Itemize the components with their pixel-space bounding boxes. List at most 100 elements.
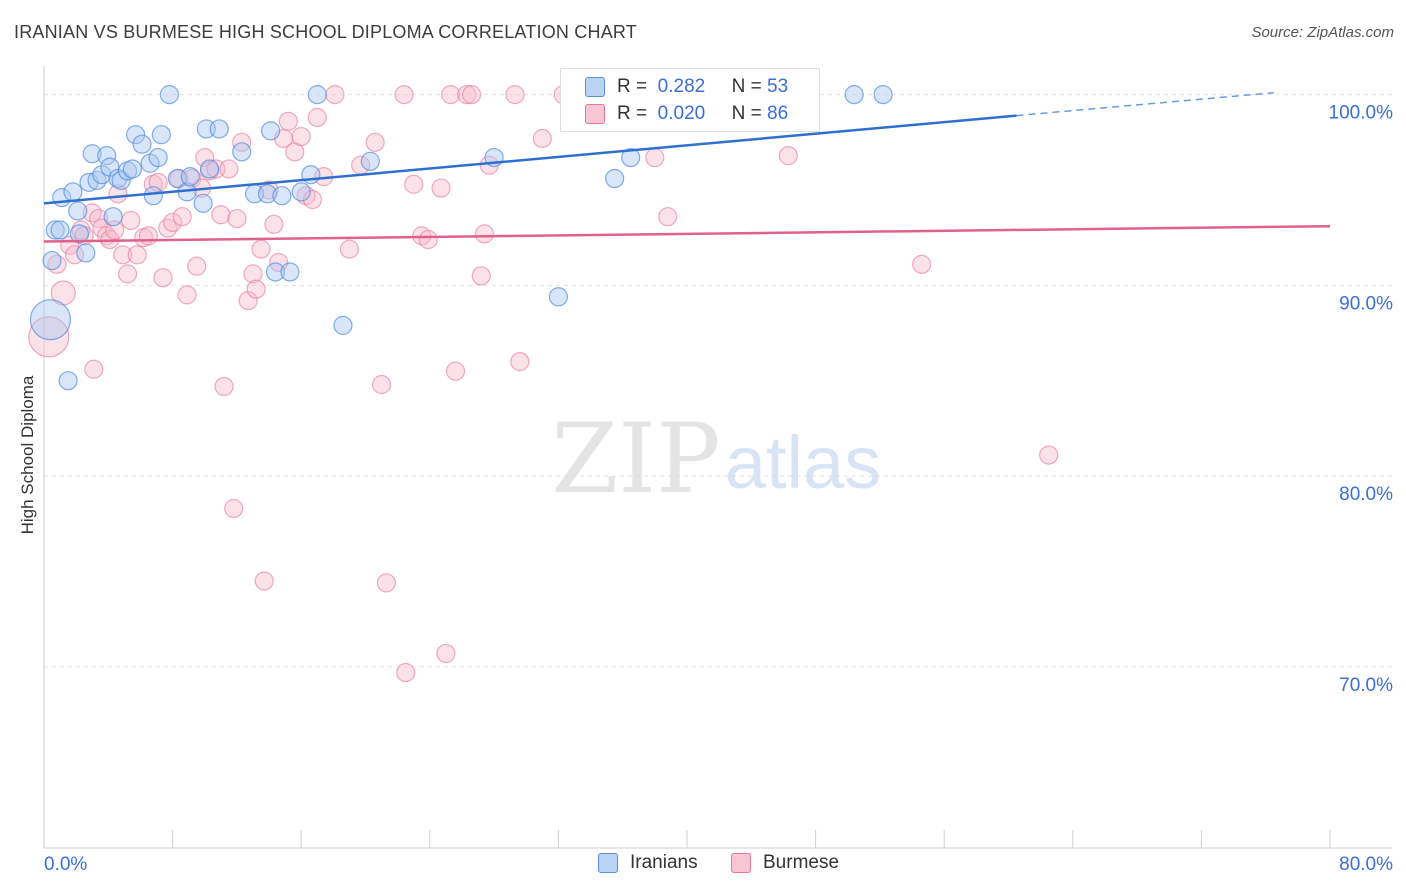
burmese-point	[187, 256, 207, 276]
iranians-point	[265, 262, 286, 282]
burmese-point	[371, 374, 392, 395]
legend-r-value-iranians: 0.282	[657, 76, 706, 97]
burmese-point	[396, 662, 416, 683]
burmese-point	[28, 316, 70, 358]
iranians-point	[108, 168, 128, 189]
burmese-point	[251, 239, 271, 259]
burmese-point	[365, 132, 385, 152]
y-tick-label-100: 100.0%	[1329, 103, 1394, 124]
iranians-point	[257, 184, 278, 204]
legend-item-burmese[interactable]: Burmese	[731, 852, 839, 874]
legend-n-value-burmese: 86	[767, 103, 789, 124]
y-tick-label-80: 80.0%	[1339, 484, 1393, 505]
burmese-point	[254, 571, 274, 591]
tick-labels: 100.0% 90.0% 80.0% 70.0% 0.0% 80.0%	[44, 103, 1393, 875]
burmese-point	[264, 214, 284, 234]
iranians-trendline	[43, 114, 1017, 205]
burmese-point	[505, 85, 525, 105]
iranians-point	[307, 85, 327, 105]
burmese-point	[163, 212, 183, 232]
iranians-point	[103, 207, 123, 227]
iranians-point	[873, 85, 893, 105]
burmese-point	[436, 643, 456, 664]
burmese-point	[441, 85, 461, 105]
burmese-point	[177, 285, 197, 305]
legend-r-value-burmese: 0.020	[657, 103, 706, 124]
iranians-point	[232, 142, 252, 162]
burmese-point	[214, 376, 234, 397]
burmese-point	[658, 207, 678, 227]
iranians-point	[148, 147, 168, 168]
iranians-point	[42, 250, 62, 271]
burmese-point	[445, 361, 466, 381]
iranians-trendline-extension	[1016, 91, 1274, 117]
burmese-point	[172, 207, 192, 227]
burmese-point	[243, 264, 263, 284]
burmese-point	[211, 205, 231, 225]
iranians-point	[69, 224, 89, 244]
trendlines	[43, 91, 1331, 243]
source-label: Source: ZipAtlas.com	[1251, 24, 1394, 41]
iranians-point	[63, 182, 83, 202]
iranians-point	[621, 147, 641, 168]
iranians-point	[280, 262, 300, 282]
burmese-point	[219, 159, 239, 179]
burmese-trendline	[43, 224, 1331, 243]
burmese-point	[457, 85, 477, 105]
iranians-point	[291, 182, 311, 202]
x-tick-label-0: 0.0%	[44, 854, 87, 875]
iranians-point	[143, 186, 163, 206]
legend-n-label: N =	[731, 76, 762, 97]
legend-n-label: N =	[731, 103, 762, 124]
burmese-point	[418, 229, 438, 250]
iranians-point	[605, 168, 625, 189]
y-tick-label-90: 90.0%	[1339, 293, 1393, 314]
iranians-point	[132, 134, 152, 154]
burmese-point	[224, 498, 244, 519]
iranians-point	[58, 371, 78, 391]
burmese-point	[1039, 445, 1059, 465]
iranians-point	[180, 167, 200, 187]
iranians-point	[159, 85, 179, 105]
burmese-point	[307, 107, 327, 128]
iranians-point	[199, 159, 220, 179]
series-legend: Iranians Burmese	[0, 852, 1406, 878]
burmese-point	[238, 291, 258, 311]
iranians-point	[548, 287, 569, 307]
legend-swatch-burmese	[585, 104, 605, 124]
iranians-point	[50, 220, 70, 240]
iranians-point	[111, 170, 131, 191]
legend-row-iranians: R = 0.282 N = 53	[585, 75, 788, 99]
burmese-point	[376, 573, 396, 593]
burmese-point	[302, 189, 323, 210]
burmese-point	[291, 126, 311, 147]
burmese-point	[127, 245, 147, 265]
iranians-point	[209, 119, 229, 139]
iranians-point	[333, 315, 353, 335]
correlation-legend: R = 0.282 N = 53 R = 0.020 N = 86	[560, 68, 820, 132]
iranians-point	[844, 85, 864, 105]
burmese-point	[138, 226, 159, 246]
legend-n-value-iranians: 53	[767, 76, 789, 97]
iranians-point	[272, 186, 292, 206]
iranians-point	[122, 159, 143, 179]
burmese-point	[84, 359, 104, 379]
iranians-point	[126, 125, 146, 145]
legend-item-iranians[interactable]: Iranians	[598, 852, 698, 874]
burmese-swatch	[731, 853, 751, 873]
legend-swatch-iranians	[585, 77, 605, 97]
burmese-point	[912, 254, 932, 274]
legend-row-burmese: R = 0.020 N = 86	[585, 102, 788, 126]
iranians-point	[68, 201, 88, 221]
legend-r-label: R =	[617, 76, 648, 97]
iranians-point	[76, 243, 96, 263]
iranians-swatch	[598, 853, 618, 873]
watermark: ZIP atlas	[551, 403, 881, 515]
legend-label-iranians: Iranians	[630, 852, 698, 873]
iranians-point	[193, 193, 213, 213]
burmese-point	[246, 279, 266, 299]
iranians-point	[29, 299, 72, 341]
iranians-point	[45, 220, 65, 240]
burmese-point	[325, 85, 345, 105]
y-tick-label-70: 70.0%	[1339, 675, 1393, 696]
